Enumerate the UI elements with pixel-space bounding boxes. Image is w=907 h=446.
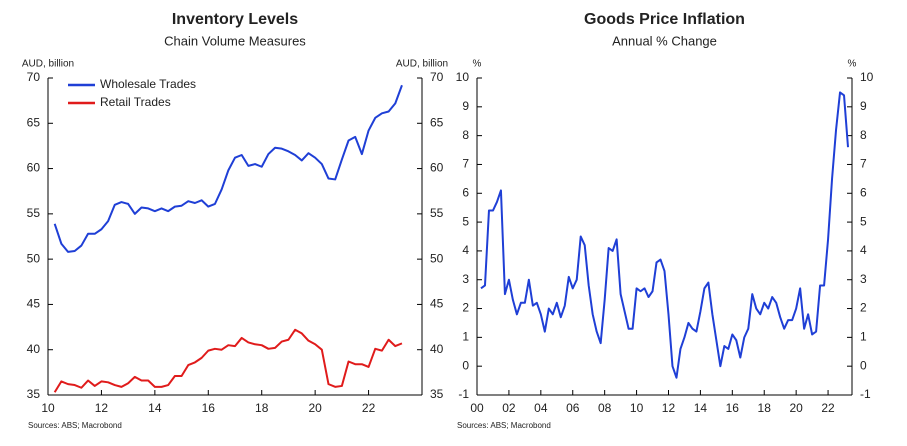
y-tick-label: 7 [462,157,469,171]
y-tick-label: 65 [27,115,41,129]
chart-subtitle: Chain Volume Measures [164,33,306,48]
y-tick-label: 70 [27,70,41,84]
x-tick-label: 20 [789,401,803,415]
y-tick-label: 50 [430,251,444,265]
y-tick-label: 45 [27,297,41,311]
y-tick-label: 7 [860,157,867,171]
x-tick-label: 08 [598,401,612,415]
data-line [480,91,850,379]
y-tick-label: 0 [860,358,867,372]
y-axis-label: % [848,59,857,70]
x-tick-label: 22 [362,401,376,415]
y-tick-label: 65 [430,115,444,129]
y-tick-label: 8 [860,128,867,142]
x-tick-label: 18 [758,401,772,415]
source: Sources: ABS; Macrobond [28,421,122,430]
x-tick-label: 12 [662,401,676,415]
y-tick-label: 60 [27,161,41,175]
y-tick-label: 8 [462,128,469,142]
x-tick-label: 16 [202,401,216,415]
data-line [53,84,403,253]
y-axis-label: AUD, billion [396,59,448,70]
y-tick-label: -1 [458,387,469,401]
x-tick-label: 20 [308,401,322,415]
y-tick-label: 45 [430,297,444,311]
y-tick-label: 4 [860,243,867,257]
y-tick-label: 70 [430,70,444,84]
y-tick-label: 6 [860,185,867,199]
x-tick-label: 14 [148,401,162,415]
x-tick-label: 12 [95,401,109,415]
legend-label: Retail Trades [100,95,171,109]
chart-title: Goods Price Inflation [584,11,745,28]
x-tick-label: 06 [566,401,580,415]
x-tick-label: 10 [630,401,644,415]
y-tick-label: 40 [430,342,444,356]
x-tick-label: 22 [821,401,835,415]
source: Sources: ABS; Macrobond [457,421,551,430]
x-tick-label: 02 [502,401,516,415]
y-tick-label: 5 [860,214,867,228]
y-tick-label: 4 [462,243,469,257]
y-tick-label: 0 [462,358,469,372]
y-tick-label: 3 [462,272,469,286]
y-tick-label: 35 [27,387,41,401]
y-tick-label: 9 [462,99,469,113]
y-tick-label: 55 [27,206,41,220]
y-tick-label: 5 [462,214,469,228]
y-axis-label: AUD, billion [22,59,74,70]
y-tick-label: 50 [27,251,41,265]
y-tick-label: 2 [860,301,867,315]
y-tick-label: 10 [456,70,470,84]
y-tick-label: 55 [430,206,444,220]
y-tick-label: 2 [462,301,469,315]
x-tick-label: 14 [694,401,708,415]
y-tick-label: 6 [462,185,469,199]
y-tick-label: 1 [462,330,469,344]
legend-label: Wholesale Trades [100,77,196,91]
y-tick-label: 40 [27,342,41,356]
x-tick-label: 10 [41,401,55,415]
y-tick-label: -1 [860,387,871,401]
x-tick-label: 18 [255,401,269,415]
y-tick-label: 3 [860,272,867,286]
y-tick-label: 60 [430,161,444,175]
y-tick-label: 35 [430,387,444,401]
data-line [53,328,403,393]
y-tick-label: 10 [860,70,874,84]
chart-subtitle: Annual % Change [612,33,717,48]
y-tick-label: 1 [860,330,867,344]
y-axis-label: % [473,59,482,70]
x-tick-label: 04 [534,401,548,415]
y-tick-label: 9 [860,99,867,113]
x-tick-label: 16 [726,401,740,415]
chart-title: Inventory Levels [172,11,298,28]
x-tick-label: 00 [470,401,484,415]
